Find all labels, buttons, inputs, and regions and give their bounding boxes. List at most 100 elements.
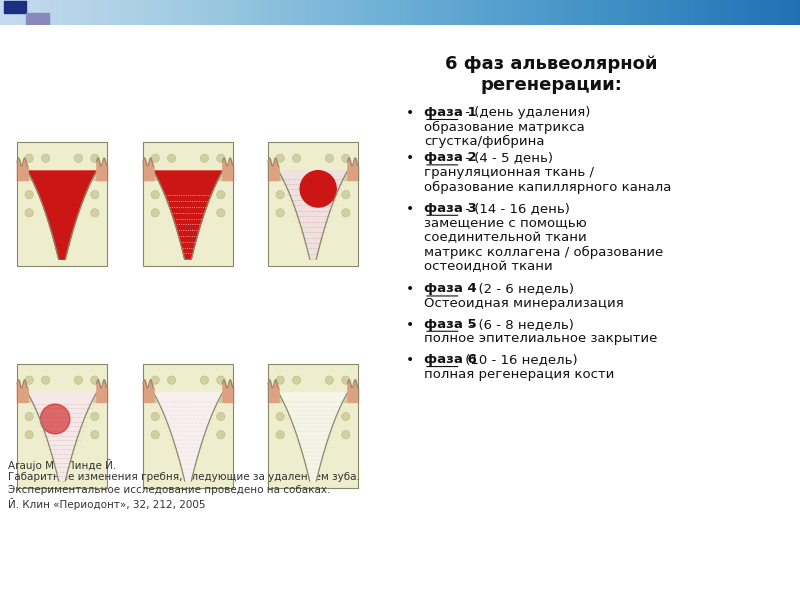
Circle shape [25, 172, 34, 181]
Circle shape [217, 209, 225, 217]
Text: фаза 1: фаза 1 [424, 106, 477, 119]
Circle shape [151, 209, 159, 217]
Circle shape [42, 394, 50, 403]
Circle shape [293, 154, 301, 163]
Circle shape [167, 172, 176, 181]
FancyBboxPatch shape [268, 364, 358, 488]
Circle shape [167, 154, 176, 163]
Circle shape [25, 394, 34, 403]
Circle shape [151, 394, 159, 403]
Circle shape [326, 154, 334, 163]
Circle shape [217, 191, 225, 199]
Text: замещение с помощью: замещение с помощью [424, 216, 586, 229]
Circle shape [200, 376, 209, 384]
Text: фаза 5: фаза 5 [424, 317, 477, 331]
Text: соединительной ткани: соединительной ткани [424, 231, 586, 244]
Circle shape [217, 154, 225, 163]
Text: полная регенерация кости: полная регенерация кости [424, 368, 614, 380]
Text: 6 фаз альвеолярной
регенерации:: 6 фаз альвеолярной регенерации: [445, 55, 658, 94]
Circle shape [342, 376, 350, 384]
Circle shape [151, 172, 159, 181]
Circle shape [342, 431, 350, 439]
Circle shape [25, 154, 34, 163]
Text: Araujо МГ, Линде Й.: Araujо МГ, Линде Й. [8, 459, 116, 471]
Circle shape [342, 154, 350, 163]
Text: •: • [406, 283, 414, 296]
Text: - (6 - 8 недель): - (6 - 8 недель) [461, 317, 574, 331]
Circle shape [167, 394, 176, 403]
Circle shape [276, 209, 284, 217]
Circle shape [276, 191, 284, 199]
Bar [4, 1, 26, 13]
Circle shape [167, 376, 176, 384]
Circle shape [42, 172, 50, 181]
Polygon shape [27, 171, 97, 259]
Text: фаза 2: фаза 2 [424, 151, 477, 164]
Text: сгустка/фибрина: сгустка/фибрина [424, 135, 545, 148]
Circle shape [90, 431, 99, 439]
Polygon shape [27, 393, 97, 481]
Polygon shape [278, 171, 347, 259]
Circle shape [200, 154, 209, 163]
Circle shape [326, 172, 334, 181]
Circle shape [25, 209, 34, 217]
Circle shape [42, 376, 50, 384]
Polygon shape [154, 171, 222, 259]
Bar [26, 13, 49, 24]
Circle shape [342, 394, 350, 403]
Text: фаза 4: фаза 4 [424, 283, 477, 295]
Text: - (2 - 6 недель): - (2 - 6 недель) [461, 283, 574, 295]
Text: фаза 6: фаза 6 [424, 353, 477, 366]
Circle shape [74, 394, 82, 403]
FancyBboxPatch shape [17, 364, 107, 488]
Circle shape [90, 172, 99, 181]
Circle shape [151, 412, 159, 421]
Circle shape [25, 376, 34, 384]
Circle shape [217, 376, 225, 384]
Polygon shape [278, 393, 347, 481]
Circle shape [151, 154, 159, 163]
Text: образование матрикса: образование матрикса [424, 121, 585, 134]
Circle shape [342, 191, 350, 199]
Circle shape [151, 191, 159, 199]
Circle shape [217, 431, 225, 439]
Text: матрикс коллагена / образование: матрикс коллагена / образование [424, 245, 663, 259]
Text: грануляционная ткань /: грануляционная ткань / [424, 166, 594, 179]
Text: Й. Клин «Периодонт», 32, 212, 2005: Й. Клин «Периодонт», 32, 212, 2005 [8, 498, 206, 510]
Circle shape [276, 431, 284, 439]
Circle shape [342, 209, 350, 217]
Text: •: • [406, 202, 414, 215]
Text: •: • [406, 353, 414, 367]
Circle shape [90, 154, 99, 163]
Circle shape [25, 431, 34, 439]
Circle shape [300, 170, 336, 207]
Text: (10 - 16 недель): (10 - 16 недель) [461, 353, 578, 366]
Text: полное эпителиальное закрытие: полное эпителиальное закрытие [424, 332, 658, 345]
Text: остеоидной ткани: остеоидной ткани [424, 260, 553, 273]
Circle shape [326, 394, 334, 403]
Circle shape [200, 394, 209, 403]
Circle shape [276, 376, 284, 384]
Circle shape [217, 394, 225, 403]
FancyBboxPatch shape [268, 142, 358, 266]
Circle shape [40, 404, 70, 434]
Text: - (день удаления): - (день удаления) [461, 106, 590, 119]
Circle shape [293, 172, 301, 181]
Text: Остеоидная минерализация: Остеоидная минерализация [424, 297, 624, 310]
Circle shape [217, 412, 225, 421]
Circle shape [42, 154, 50, 163]
Circle shape [276, 412, 284, 421]
Polygon shape [154, 393, 222, 481]
Circle shape [200, 172, 209, 181]
Text: Экспериментальное исследование проведено на собаках.: Экспериментальное исследование проведено… [8, 485, 330, 495]
Circle shape [151, 431, 159, 439]
Circle shape [342, 172, 350, 181]
Circle shape [90, 191, 99, 199]
Circle shape [342, 412, 350, 421]
FancyBboxPatch shape [17, 142, 107, 266]
Circle shape [151, 376, 159, 384]
Circle shape [276, 154, 284, 163]
Circle shape [90, 412, 99, 421]
Circle shape [74, 376, 82, 384]
Circle shape [90, 394, 99, 403]
